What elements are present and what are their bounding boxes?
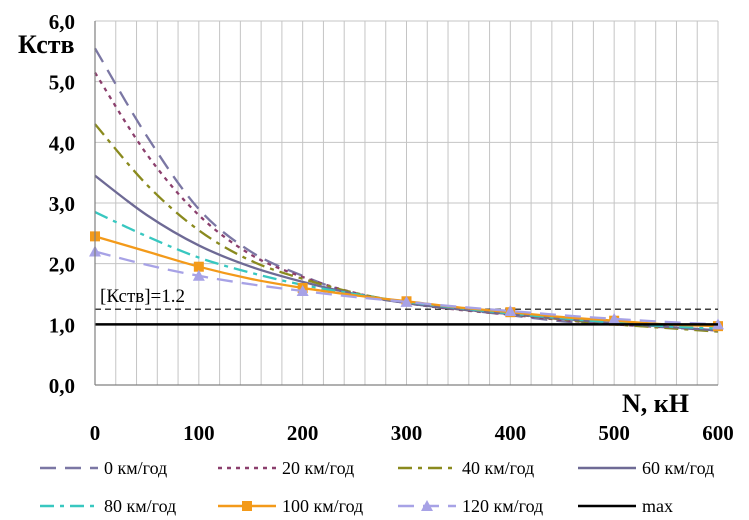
series-marker	[400, 295, 413, 307]
x-axis-title: N, кН	[622, 389, 689, 418]
legend-marker	[242, 501, 252, 511]
legend-label: 40 км/год	[462, 458, 534, 478]
legend-label: 80 км/год	[104, 496, 176, 516]
y-tick-label: 5,0	[49, 71, 75, 95]
legend-label: max	[642, 496, 673, 516]
series-layer	[89, 47, 724, 333]
x-tick-label: 0	[90, 421, 101, 445]
legend-item: 80 км/год	[40, 496, 176, 516]
legend-marker	[421, 500, 433, 511]
legend-label: 100 км/год	[282, 496, 363, 516]
series-marker	[193, 261, 204, 272]
x-tick-label: 600	[702, 421, 734, 445]
y-tick-label: 2,0	[49, 253, 75, 277]
tick-labels: 0 100 200 300 400 500 600 0,0 1,0 2,0 3,0 4,0 5,0 6,0	[49, 10, 734, 445]
series-marker	[504, 304, 517, 316]
legend-label: 20 км/год	[282, 458, 354, 478]
legend-label: 120 км/год	[462, 496, 543, 516]
series-marker	[192, 269, 205, 281]
y-tick-label: 0,0	[49, 374, 75, 398]
x-tick-label: 400	[495, 421, 527, 445]
legend-item: max	[578, 496, 673, 516]
x-tick-label: 100	[183, 421, 215, 445]
y-tick-label: 3,0	[49, 192, 75, 216]
y-axis-title: Кств	[18, 30, 75, 59]
legend-item: 20 км/год	[218, 458, 354, 478]
axes	[94, 21, 718, 386]
legend-item: 60 км/год	[578, 458, 714, 478]
y-tick-label: 1,0	[49, 313, 75, 337]
series-marker	[296, 284, 309, 296]
legend-label: 0 км/год	[104, 458, 167, 478]
legend-item: 0 км/год	[40, 458, 167, 478]
x-tick-label: 200	[287, 421, 319, 445]
x-tick-label: 300	[391, 421, 423, 445]
legend: 0 км/год 20 км/год 40 км/год 60 км/год 80 км…	[40, 458, 714, 516]
series-4	[94, 211, 719, 330]
legend-item: 100 км/год	[218, 496, 363, 516]
series-marker	[608, 312, 621, 324]
grid	[94, 20, 719, 386]
legend-label: 60 км/год	[642, 458, 714, 478]
legend-item: 40 км/год	[398, 458, 534, 478]
threshold-annotation: [Кств]=1.2	[100, 286, 185, 307]
y-tick-label: 4,0	[49, 131, 75, 155]
series-line	[94, 211, 719, 330]
y-tick-label: 6,0	[49, 10, 75, 34]
legend-item: 120 км/год	[398, 496, 543, 516]
x-tick-label: 500	[598, 421, 630, 445]
